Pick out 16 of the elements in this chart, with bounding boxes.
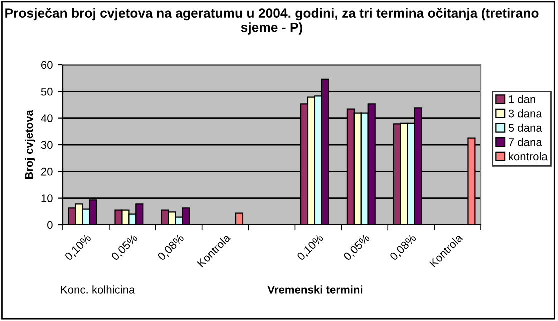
y-tick-label: 30 bbox=[41, 141, 53, 150]
y-tick-label: 10 bbox=[42, 194, 53, 202]
y-tick-label: 40 bbox=[41, 114, 53, 122]
text: Vremenski termini bbox=[268, 286, 363, 294]
legend-label: 7 dana bbox=[508, 138, 542, 146]
y-tick-label: 60 bbox=[41, 61, 53, 70]
y-tick-label: 0 bbox=[48, 221, 53, 230]
legend-label: 3 dana bbox=[508, 110, 542, 118]
legend-label: 1 dan bbox=[509, 95, 536, 104]
legend-label: 5 dana bbox=[508, 124, 542, 132]
text: Konc. kolhicina bbox=[61, 286, 136, 294]
y-tick-label: 20 bbox=[41, 168, 53, 176]
legend-label: kontrola bbox=[509, 152, 548, 161]
y-axis-title: Broj cvjetova bbox=[25, 110, 36, 180]
chart-title: Prosječan broj cvjetova na ageratumu u 2004. godini, za tri termina očitanja (tretirano sjeme - P) bbox=[6, 8, 539, 35]
y-tick-label: 50 bbox=[41, 88, 53, 96]
